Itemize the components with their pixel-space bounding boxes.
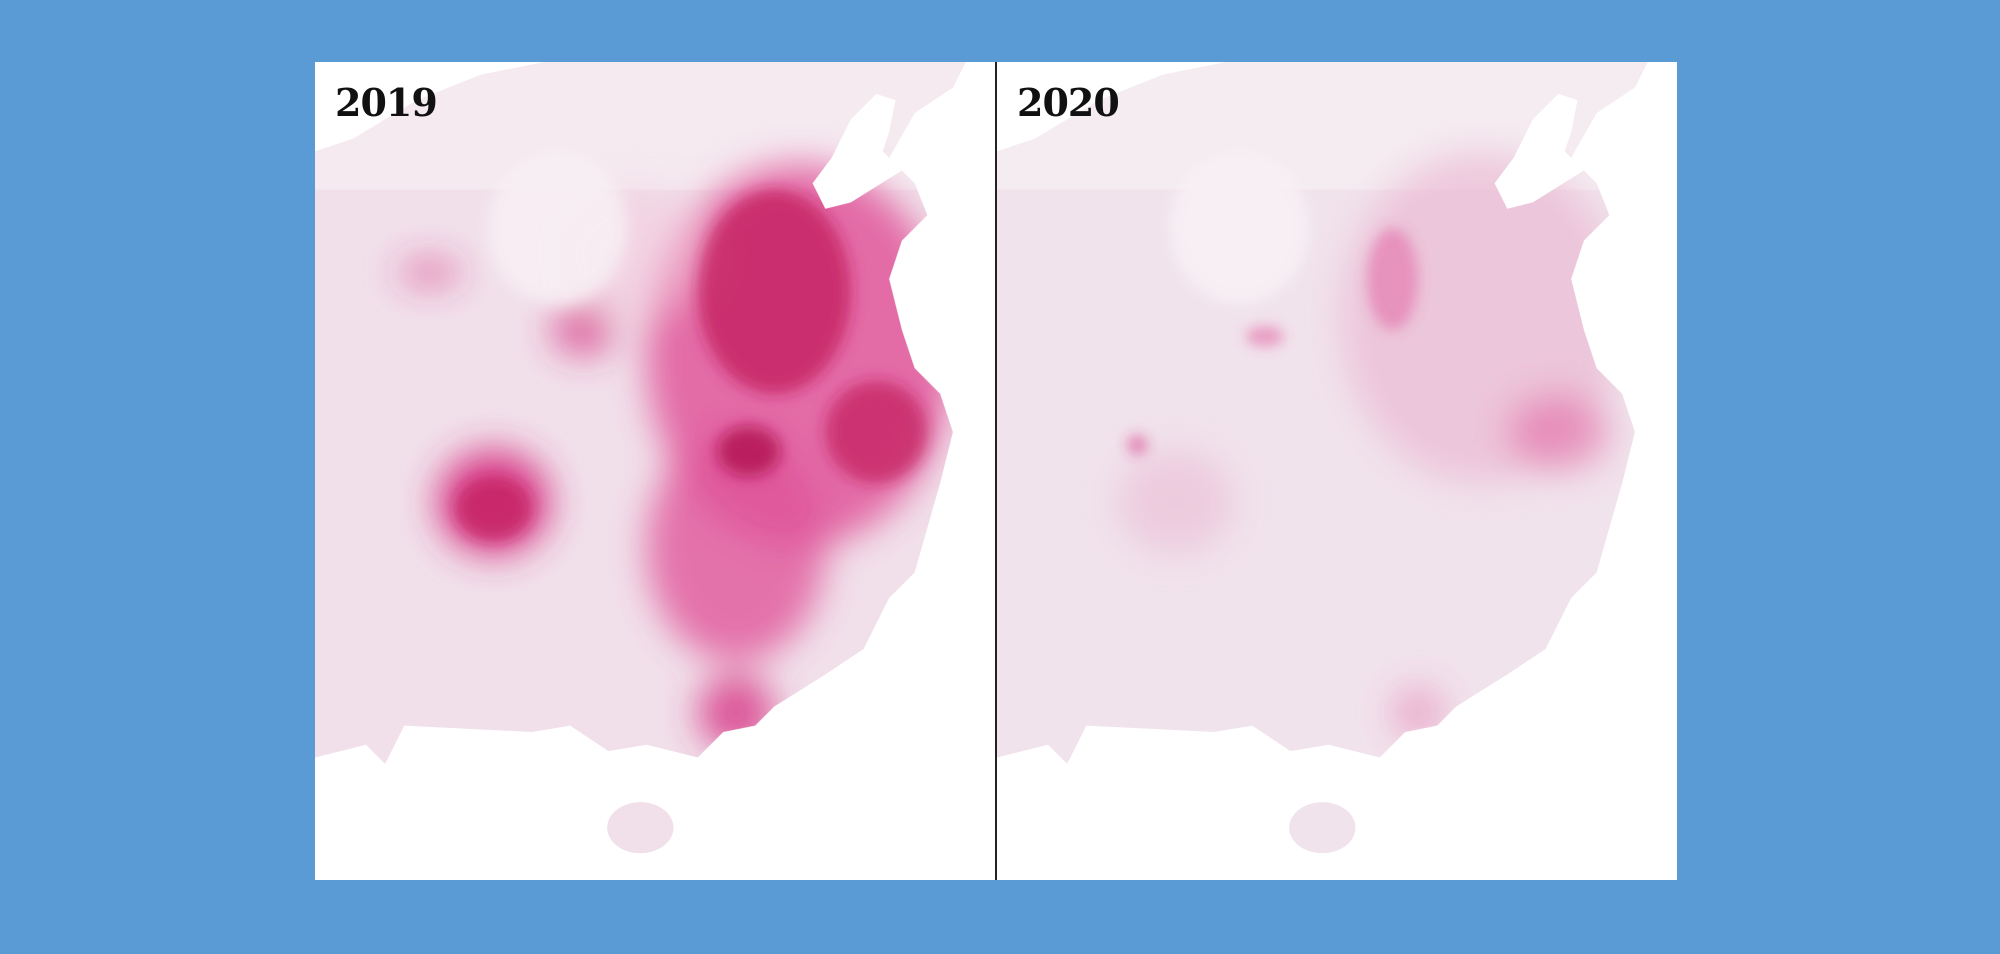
bohai-sea bbox=[1494, 93, 1584, 209]
map-2020 bbox=[997, 62, 1648, 854]
panel-divider bbox=[995, 62, 997, 880]
map-panel-2019: 2019 bbox=[315, 62, 995, 880]
year-label-2019: 2019 bbox=[335, 80, 438, 125]
map-comparison-figure: 2019 bbox=[315, 62, 1677, 880]
bohai-sea bbox=[812, 93, 902, 209]
map-panel-2020: 2020 bbox=[997, 62, 1677, 880]
year-label-2020: 2020 bbox=[1017, 80, 1120, 125]
map-2019 bbox=[315, 62, 966, 854]
